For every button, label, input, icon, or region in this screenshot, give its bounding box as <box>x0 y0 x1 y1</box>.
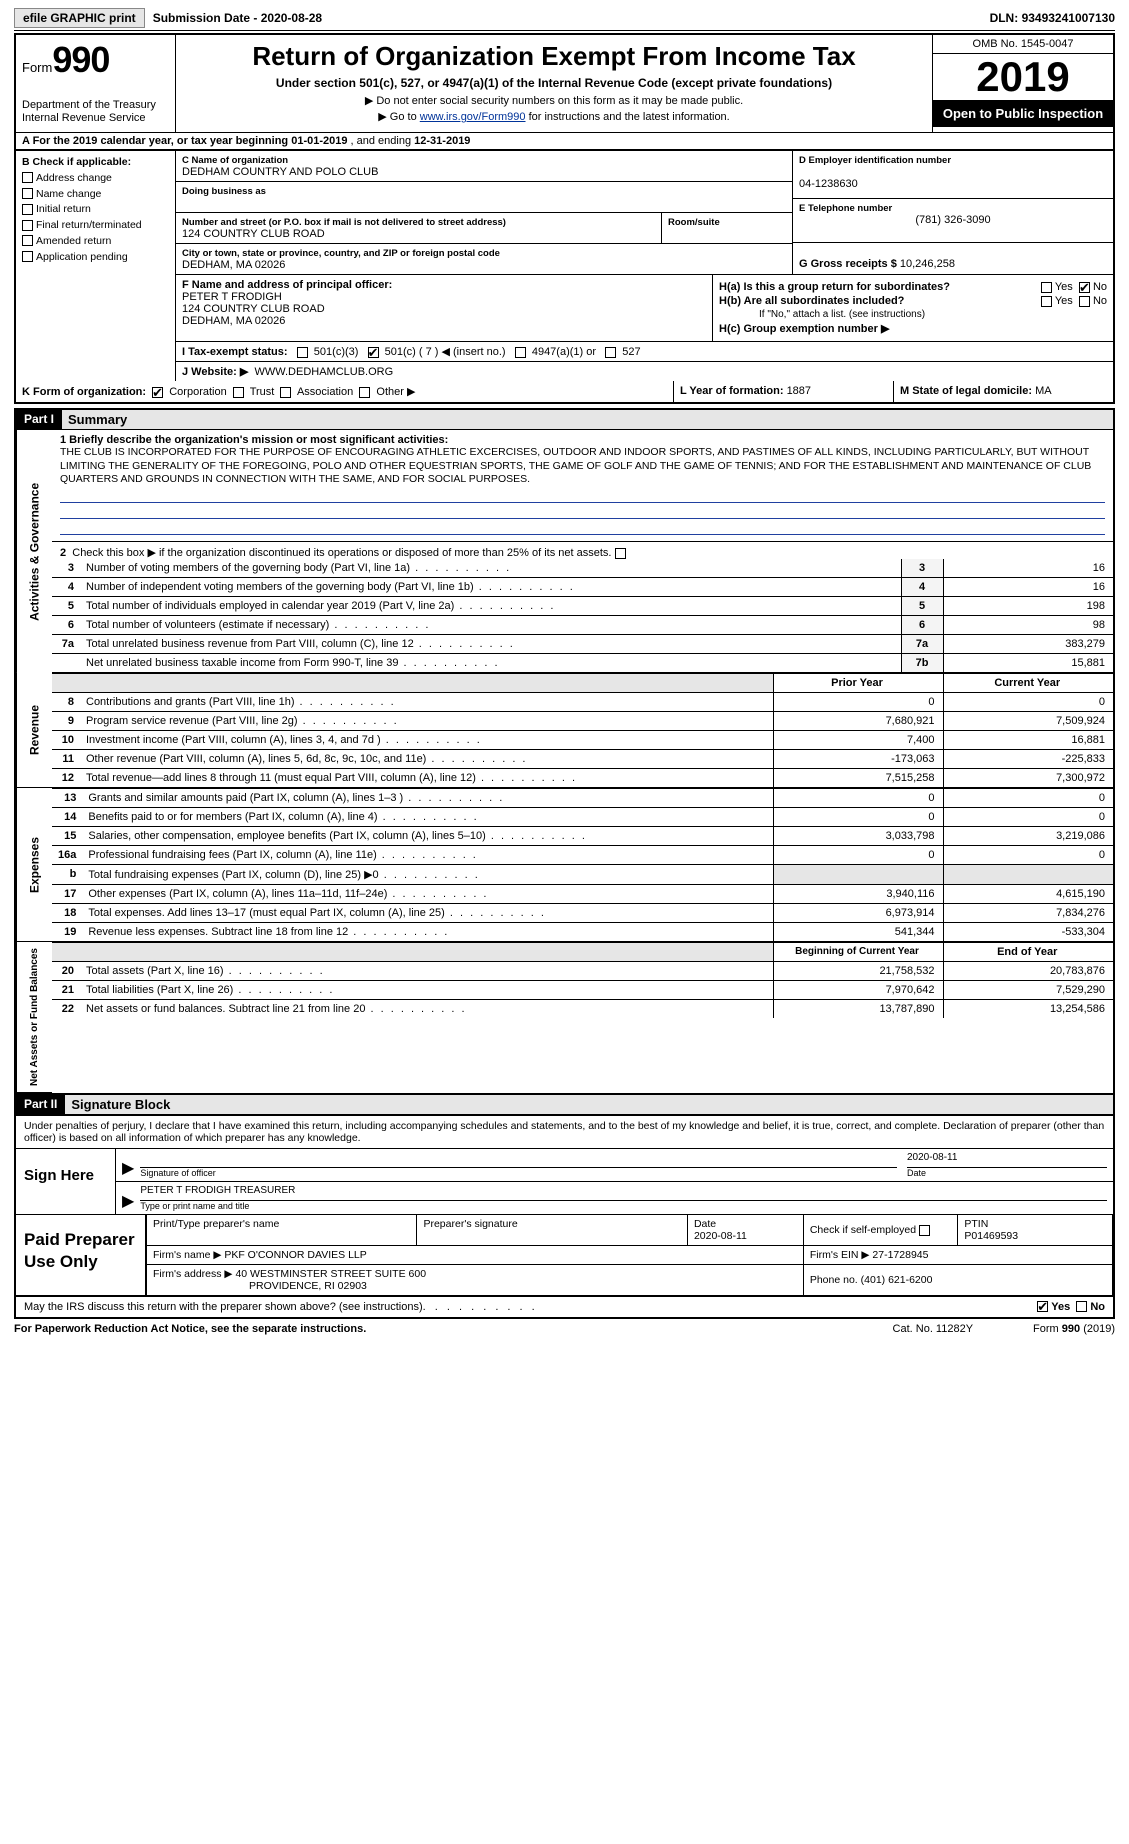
vtab-governance: Activities & Governance <box>16 430 52 673</box>
status-501c3[interactable] <box>297 347 308 358</box>
vtab-revenue: Revenue <box>16 673 52 788</box>
check-self-employed[interactable] <box>919 1225 930 1236</box>
part-i-title: Summary <box>62 410 1113 429</box>
check-application-pending[interactable] <box>22 251 33 262</box>
website: WWW.DEDHAMCLUB.ORG <box>254 366 393 378</box>
form-footer: Form 990 (2019) <box>1033 1323 1115 1335</box>
officer-sign-date: 2020-08-11 <box>907 1152 1107 1168</box>
hb-no[interactable] <box>1079 296 1090 307</box>
org-trust[interactable] <box>233 387 244 398</box>
sign-here-label: Sign Here <box>16 1149 116 1214</box>
org-city: DEDHAM, MA 02026 <box>182 259 285 271</box>
firm-ein: 27-1728945 <box>872 1249 928 1261</box>
part-i-header: Part I <box>16 410 62 429</box>
form-subtitle: Under section 501(c), 527, or 4947(a)(1)… <box>186 76 922 90</box>
ha-yes[interactable] <box>1041 282 1052 293</box>
gross-receipts: 10,246,258 <box>900 258 955 270</box>
check-name-change[interactable] <box>22 188 33 199</box>
mission-text: THE CLUB IS INCORPORATED FOR THE PURPOSE… <box>60 446 1105 487</box>
status-4947[interactable] <box>515 347 526 358</box>
part-ii-title: Signature Block <box>65 1095 1113 1114</box>
year-formation: 1887 <box>787 385 811 397</box>
officer-typed-name: PETER T FRODIGH TREASURER <box>140 1185 1107 1201</box>
pra-notice: For Paperwork Reduction Act Notice, see … <box>14 1323 366 1335</box>
open-inspection: Open to Public Inspection <box>933 100 1113 127</box>
officer-name: PETER T FRODIGH <box>182 291 282 303</box>
part-ii-header: Part II <box>16 1095 65 1114</box>
ein-label: D Employer identification number <box>799 155 951 166</box>
check-initial-return[interactable] <box>22 204 33 215</box>
discuss-yes[interactable] <box>1037 1301 1048 1312</box>
check-discontinued[interactable] <box>615 548 626 559</box>
submission-date: Submission Date - 2020-08-28 <box>153 11 322 25</box>
hb-yes[interactable] <box>1041 296 1052 307</box>
note-link: ▶ Go to www.irs.gov/Form990 for instruct… <box>186 110 922 123</box>
paid-preparer-label: Paid Preparer Use Only <box>16 1215 146 1295</box>
h-a-label: H(a) Is this a group return for subordin… <box>719 281 950 293</box>
status-527[interactable] <box>605 347 616 358</box>
ha-no[interactable] <box>1079 282 1090 293</box>
omb-number: OMB No. 1545-0047 <box>933 35 1113 54</box>
cat-number: Cat. No. 11282Y <box>893 1323 974 1335</box>
vtab-net-assets: Net Assets or Fund Balances <box>16 942 52 1093</box>
may-irs-discuss: May the IRS discuss this return with the… <box>24 1301 423 1313</box>
form-number: Form990 <box>22 39 169 81</box>
firm-phone: (401) 621-6200 <box>861 1274 933 1286</box>
efile-print-button[interactable]: efile GRAPHIC print <box>14 8 145 28</box>
phone-value: (781) 326-3090 <box>799 214 1107 226</box>
firm-address: 40 WESTMINSTER STREET SUITE 600 <box>235 1268 426 1280</box>
check-final-return[interactable] <box>22 220 33 231</box>
ein-value: 04-1238630 <box>799 178 858 190</box>
org-name: DEDHAM COUNTRY AND POLO CLUB <box>182 166 378 178</box>
firm-name: PKF O'CONNOR DAVIES LLP <box>224 1249 366 1261</box>
department: Department of the Treasury Internal Reve… <box>22 99 169 124</box>
tax-year: 2019 <box>933 54 1113 100</box>
org-corp[interactable] <box>152 387 163 398</box>
status-501c[interactable] <box>368 347 379 358</box>
org-assoc[interactable] <box>280 387 291 398</box>
preparer-date: 2020-08-11 <box>694 1230 747 1242</box>
ptin: P01469593 <box>964 1230 1018 1242</box>
check-address-change[interactable] <box>22 172 33 183</box>
dln: DLN: 93493241007130 <box>990 11 1115 25</box>
box-b-checkboxes: B Check if applicable: Address change Na… <box>16 151 176 381</box>
check-amended-return[interactable] <box>22 235 33 246</box>
org-other[interactable] <box>359 387 370 398</box>
discuss-no[interactable] <box>1076 1301 1087 1312</box>
form-title: Return of Organization Exempt From Incom… <box>186 41 922 72</box>
state-domicile: MA <box>1035 385 1052 397</box>
row-a-tax-year: A For the 2019 calendar year, or tax yea… <box>14 132 1115 151</box>
note-ssn: ▶ Do not enter social security numbers o… <box>186 94 922 107</box>
irs-link[interactable]: www.irs.gov/Form990 <box>420 111 526 123</box>
perjury-declaration: Under penalties of perjury, I declare th… <box>16 1116 1113 1149</box>
org-street: 124 COUNTRY CLUB ROAD <box>182 228 325 240</box>
vtab-expenses: Expenses <box>16 788 52 942</box>
